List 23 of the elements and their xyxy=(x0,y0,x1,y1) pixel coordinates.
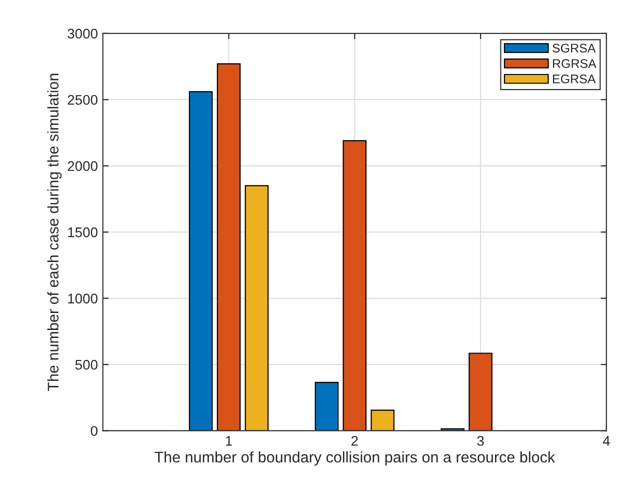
x-tick-label: 1 xyxy=(226,436,232,446)
legend-label: EGRSA xyxy=(552,74,596,84)
y-tick-label: 0 xyxy=(90,426,98,436)
y-tick-label: 2500 xyxy=(68,94,98,105)
bar xyxy=(342,140,367,431)
x-tick-label: 2 xyxy=(351,436,358,446)
bar xyxy=(216,63,241,431)
y-tick-label: 500 xyxy=(75,360,98,370)
y-tick-label: 1000 xyxy=(68,294,98,304)
legend-label: RGRSA xyxy=(552,59,596,68)
legend-label: SGRSA xyxy=(552,44,596,53)
y-tick-label: 1500 xyxy=(68,227,98,238)
bar xyxy=(370,410,394,431)
y-axis-title: The number of each case during the simulation xyxy=(47,74,62,391)
bar xyxy=(244,185,269,431)
x-tick-label: 4 xyxy=(602,436,610,446)
y-tick-label: 2000 xyxy=(68,161,98,172)
bar xyxy=(468,352,492,431)
y-tick-label: 3000 xyxy=(68,28,98,39)
bar xyxy=(188,91,213,431)
x-tick-label: 3 xyxy=(477,436,484,446)
bar xyxy=(314,382,339,431)
x-axis-title: The number of boundary collision pairs on a resource block xyxy=(154,451,556,466)
